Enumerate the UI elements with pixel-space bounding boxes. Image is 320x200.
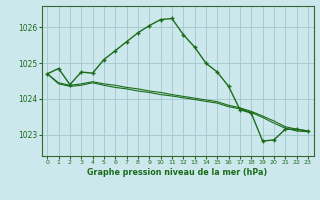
X-axis label: Graphe pression niveau de la mer (hPa): Graphe pression niveau de la mer (hPa) [87,168,268,177]
